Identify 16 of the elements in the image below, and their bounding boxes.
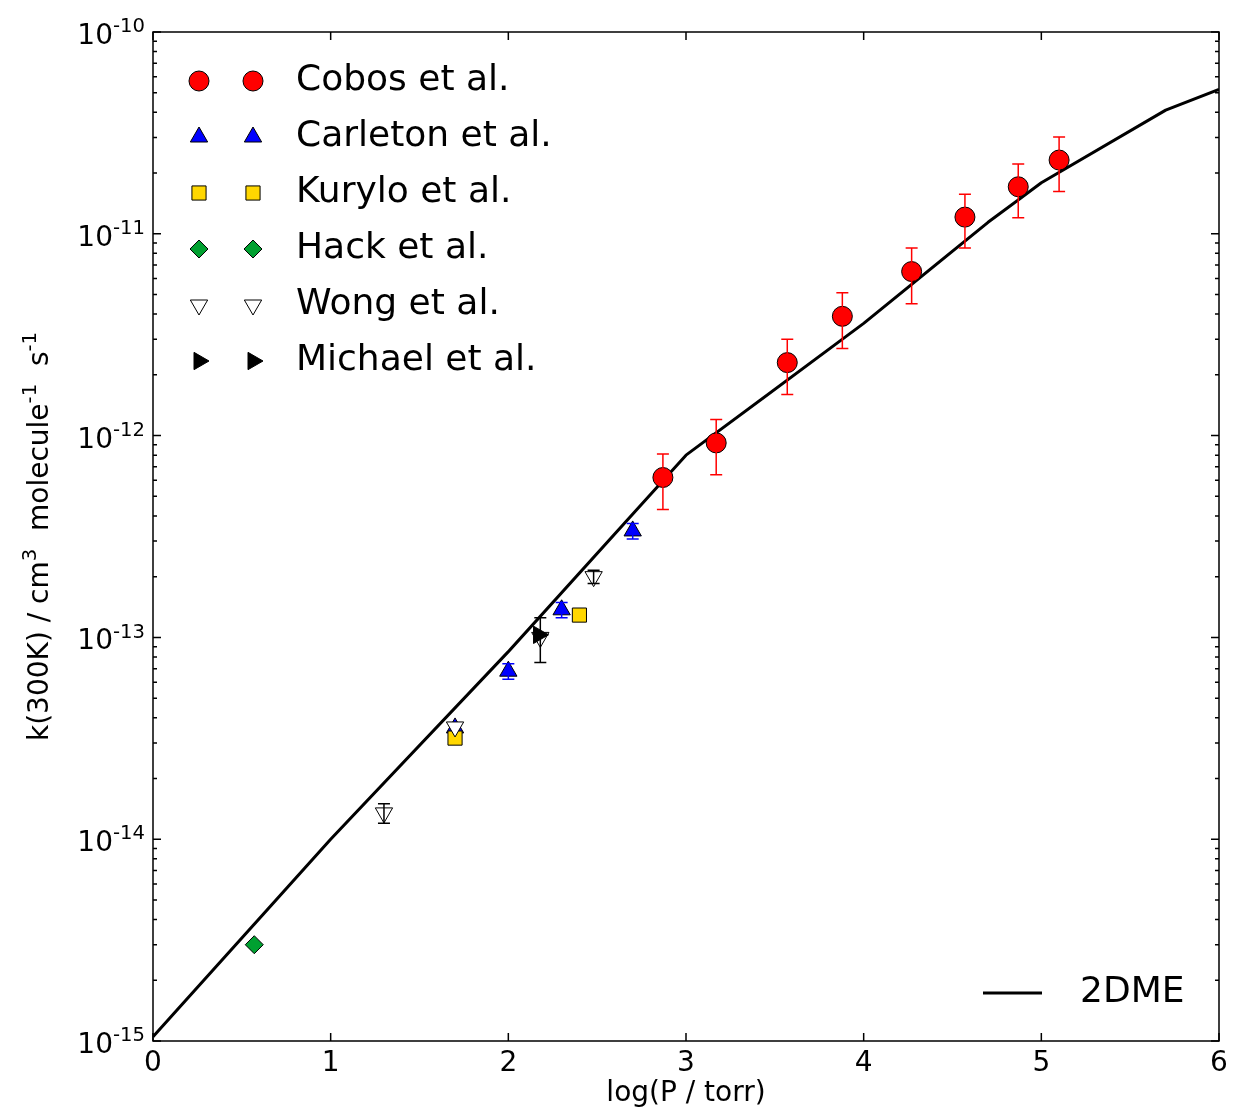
legend-label: Hack et al. bbox=[296, 225, 489, 267]
x-tick-label: 5 bbox=[1032, 1045, 1051, 1078]
y-axis-title: k(300K) / cm3 molecule-1 s-1 bbox=[18, 331, 55, 742]
x-tick-label: 4 bbox=[854, 1045, 873, 1078]
legend-label: Cobos et al. bbox=[296, 57, 510, 99]
legend-label: Kurylo et al. bbox=[296, 169, 512, 211]
x-tick-label: 2 bbox=[499, 1045, 518, 1078]
legend-label: Wong et al. bbox=[296, 281, 500, 323]
legend-label: 2DME bbox=[1080, 969, 1185, 1011]
legend-label: Carleton et al. bbox=[296, 113, 552, 155]
x-tick-label: 6 bbox=[1210, 1045, 1228, 1078]
x-tick-label: 1 bbox=[321, 1045, 340, 1078]
legend-label: Michael et al. bbox=[296, 337, 537, 379]
x-tick-label: 3 bbox=[677, 1045, 695, 1078]
x-axis-title: log(P / torr) bbox=[606, 1075, 766, 1108]
x-tick-label: 0 bbox=[144, 1045, 162, 1078]
